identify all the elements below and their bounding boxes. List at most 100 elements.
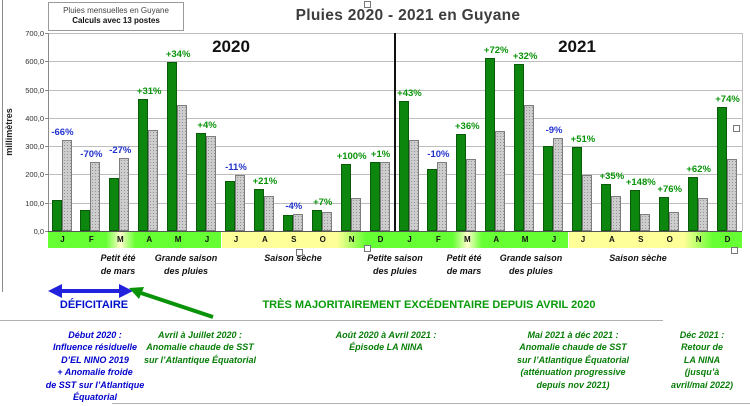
selection-handle-top[interactable] [364, 1, 371, 8]
anomaly-label: +1% [370, 148, 391, 160]
month-band-cell: S [626, 232, 656, 248]
y-tick-label: 400,0 [25, 113, 44, 123]
bar-normal [177, 104, 188, 231]
bar-actual [398, 101, 409, 231]
bar-normal [321, 211, 332, 231]
bar-normal [148, 130, 159, 231]
bar-normal [582, 175, 592, 231]
anomaly-label: -11% [225, 161, 247, 173]
month-band-cell: M [105, 232, 135, 248]
anomaly-label: -66% [51, 126, 74, 138]
y-tick-mark [45, 174, 48, 176]
bar-normal [235, 174, 245, 231]
bar-normal [292, 214, 303, 231]
y-tick-mark [45, 231, 48, 232]
bar-actual [253, 189, 264, 231]
bar-normal [90, 162, 101, 231]
season-label: Grande saison des pluies [499, 253, 563, 276]
x-axis-line [48, 231, 742, 232]
anomaly-label: +7% [313, 197, 333, 209]
y-tick-label: 100,0 [25, 198, 44, 208]
y-tick-label: 600,0 [25, 57, 44, 67]
bar-normal [524, 104, 535, 231]
legend-line1: Pluies mensuelles en Guyane [63, 6, 169, 15]
y-axis-line [48, 33, 49, 231]
selection-handle-bottom-right[interactable] [731, 247, 738, 254]
bar-normal [697, 197, 708, 231]
month-band-cell: O [308, 232, 338, 248]
month-band-cell: A [134, 232, 164, 248]
month-band-cell: J [221, 232, 251, 248]
y-tick-mark [45, 202, 48, 204]
selection-handle-right[interactable] [733, 125, 740, 132]
bar-normal [726, 159, 737, 231]
bar-actual [167, 61, 178, 231]
anomaly-label: +76% [657, 184, 682, 196]
anomaly-label: +43% [397, 88, 422, 100]
y-tick-mark [45, 146, 48, 148]
plot-right-edge [742, 33, 743, 231]
bar-actual [658, 197, 669, 231]
anomaly-label: +74% [715, 93, 740, 105]
year-separator-line [394, 33, 396, 231]
bar-actual [196, 132, 207, 231]
y-tick-label: 700,0 [25, 29, 44, 38]
bar-normal [639, 214, 650, 231]
bar-actual [716, 106, 727, 231]
bar-actual [629, 189, 640, 231]
season-label: Petit été de mars [100, 253, 136, 276]
month-band-cell: J [48, 232, 77, 248]
month-band-cell: M [510, 232, 540, 248]
chart-plot-area[interactable]: 700,0 600,0 500,0 400,0 300,0 200,0 100,0 0,0 -6… [0, 0, 750, 260]
anomaly-label: -4% [285, 201, 303, 213]
month-band-cell: J [568, 232, 598, 248]
green-pointer-arrow [129, 287, 214, 319]
annotation-block: Août 2020 à Avril 2021 : Épisode LA NINA [335, 330, 437, 353]
bar-actual [572, 146, 582, 231]
month-band-cell: F [76, 232, 106, 248]
anomaly-label: -10% [427, 148, 450, 160]
bar-normal [119, 158, 130, 231]
bar-actual [485, 58, 496, 231]
anomaly-label: +100% [336, 151, 367, 163]
anomaly-label: +32% [512, 51, 538, 63]
bar-normal [350, 197, 361, 231]
y-tick-mark [45, 61, 48, 63]
y-tick-label: 500,0 [25, 85, 44, 95]
chart-title: Pluies 2020 - 2021 en Guyane [295, 7, 521, 24]
anomaly-label: +4% [197, 119, 217, 131]
month-band-cell: D [713, 232, 742, 248]
bar-actual [138, 98, 149, 231]
bar-normal [61, 139, 72, 231]
bar-actual [543, 146, 554, 231]
annotation-block: Mai 2021 à déc 2021 : Anomalie chaude de … [516, 330, 629, 390]
bar-normal [495, 130, 506, 231]
month-band-cell: N [337, 232, 367, 248]
bar-normal [466, 159, 477, 231]
bar-actual [687, 177, 698, 231]
month-band-cell: J [395, 232, 424, 248]
year-label-2020: 2020 [212, 37, 250, 56]
month-band-cell: O [655, 232, 685, 248]
y-tick-mark [45, 117, 48, 119]
selection-handle-bottom[interactable] [364, 245, 371, 252]
year-label-2021: 2021 [558, 37, 596, 56]
month-band-cell: D [366, 232, 395, 248]
anomaly-label: +36% [455, 120, 480, 132]
month-band-cell: M [163, 232, 193, 248]
bar-actual [109, 177, 120, 231]
anomaly-label: +21% [252, 176, 278, 188]
bar-actual [51, 199, 62, 231]
bar-normal [437, 161, 448, 231]
anomaly-label: -27% [109, 145, 132, 157]
y-tick-mark [45, 33, 48, 34]
annotation-block: Début 2020 : Influence résiduelle D’EL NIN… [45, 330, 145, 403]
season-label: Saison sèche [609, 253, 667, 263]
anomaly-label: -70% [80, 149, 103, 161]
bar-normal [206, 136, 217, 231]
season-label: Grande saison des pluies [154, 253, 218, 276]
anomaly-label: +34% [165, 48, 191, 60]
selection-handle-bottom-left[interactable] [296, 249, 303, 256]
bar-actual [340, 164, 351, 231]
annotation-block: Déc 2021 : Retour de LA NINA (jusqu’à avril/… [670, 330, 734, 390]
